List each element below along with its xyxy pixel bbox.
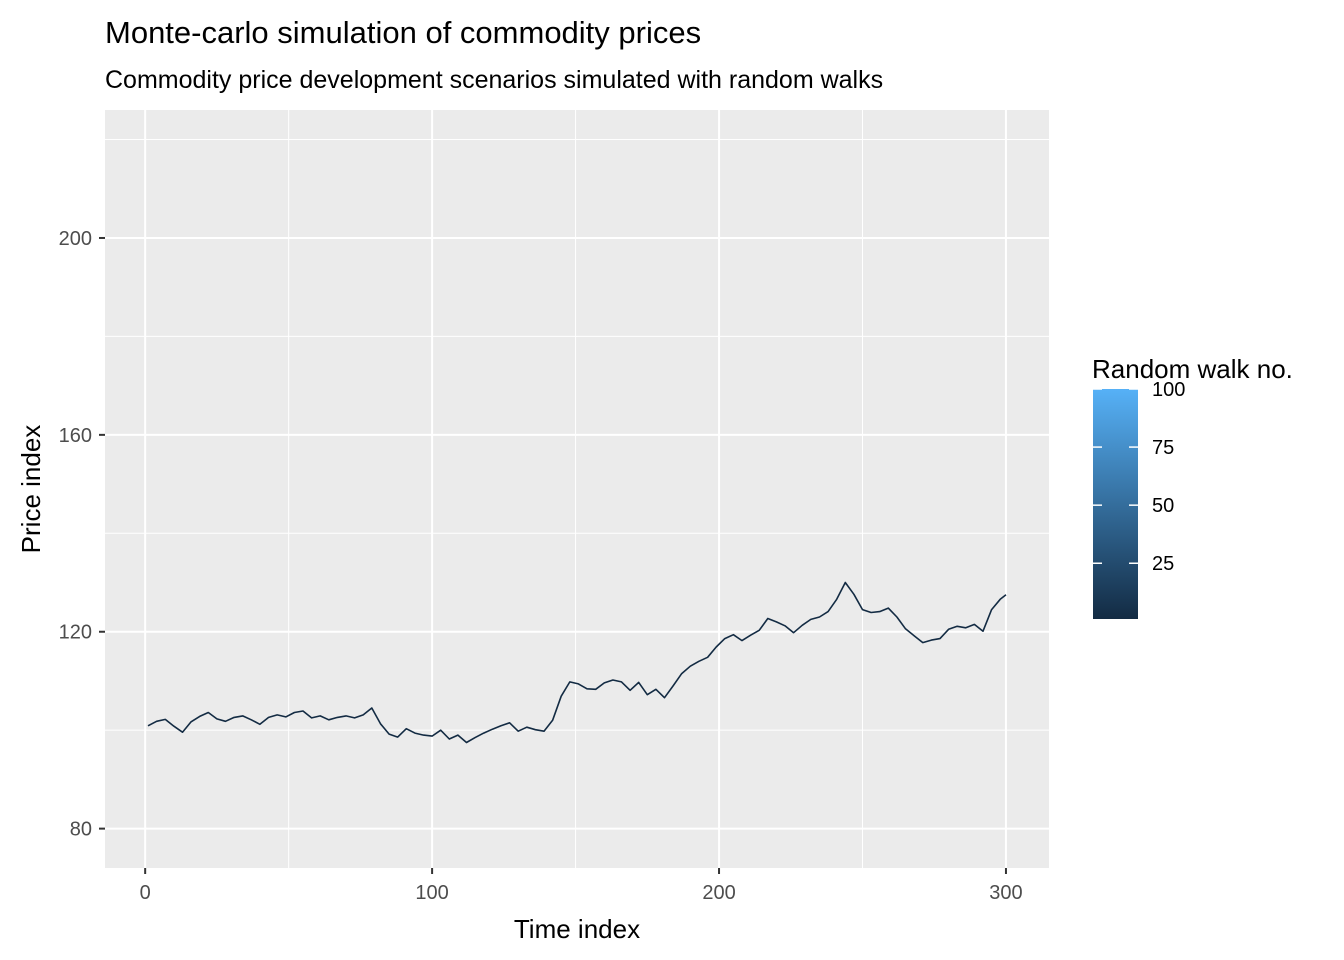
series-line-1 [147,581,1007,744]
legend-title: Random walk no. [1092,354,1293,384]
y-tick-label: 120 [59,622,92,644]
x-tick-label: 100 [415,882,448,904]
legend-label: 25 [1152,553,1174,575]
legend-colorbar [1093,389,1138,619]
x-axis-title: Time index [514,914,640,944]
legend-label: 75 [1152,437,1174,459]
x-tick-label: 300 [989,882,1022,904]
minor-gridlines [105,110,1049,868]
chart-title: Monte-carlo simulation of commodity pric… [105,15,701,50]
legend-ticks: 25 50 75 100 [1093,379,1185,575]
y-tick-label: 80 [70,819,92,841]
major-gridlines [105,110,1049,868]
x-axis: 0 100 200 300 [140,868,1023,904]
y-axis-title: Price index [16,425,46,554]
x-tick-label: 200 [702,882,735,904]
plot-panel [105,110,1049,868]
y-axis: 80 120 160 200 [59,228,105,841]
legend-label: 100 [1152,379,1185,401]
legend-label: 50 [1152,495,1174,517]
legend: Random walk no. 25 50 75 100 [1092,354,1293,619]
x-tick-label: 0 [140,882,151,904]
y-tick-label: 200 [59,228,92,250]
chart-subtitle: Commodity price development scenarios si… [105,66,883,94]
series-layer [147,581,1007,744]
y-tick-label: 160 [59,425,92,447]
